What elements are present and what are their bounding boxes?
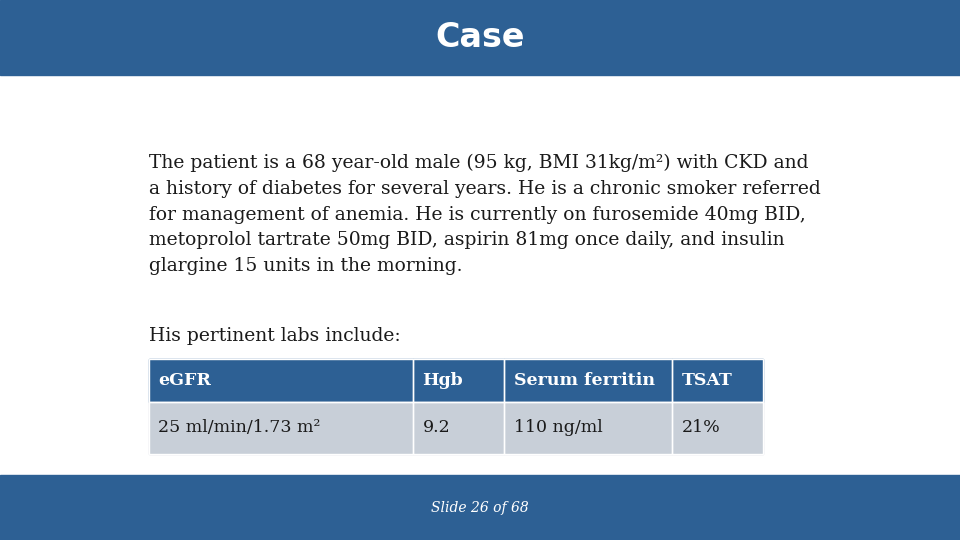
Bar <box>149 402 413 454</box>
Text: Slide 26 of 68: Slide 26 of 68 <box>431 501 529 515</box>
Bar <box>672 402 763 454</box>
Bar <box>504 402 672 454</box>
Text: His pertinent labs include:: His pertinent labs include: <box>149 327 400 345</box>
Bar <box>504 359 672 402</box>
Text: 110 ng/ml: 110 ng/ml <box>514 420 602 436</box>
Text: Serum ferritin: Serum ferritin <box>514 372 655 389</box>
Bar <box>672 402 763 454</box>
Text: The patient is a 68 year-old male (95 kg, BMI 31kg/m²) with CKD and
a history of: The patient is a 68 year-old male (95 kg… <box>149 154 821 275</box>
Text: Hgb: Hgb <box>422 372 463 389</box>
Text: 9.2: 9.2 <box>422 420 450 436</box>
Bar <box>149 402 413 454</box>
Bar <box>672 359 763 402</box>
Bar <box>0 0 960 75</box>
Bar <box>149 359 413 402</box>
Bar <box>504 359 672 402</box>
Bar <box>149 359 413 402</box>
Bar <box>413 359 504 402</box>
Bar <box>413 402 504 454</box>
Text: TSAT: TSAT <box>682 372 732 389</box>
Text: eGFR: eGFR <box>158 372 211 389</box>
Bar <box>413 402 504 454</box>
Bar <box>413 359 504 402</box>
Bar <box>672 359 763 402</box>
Bar <box>504 402 672 454</box>
Text: 21%: 21% <box>682 420 720 436</box>
Bar <box>0 475 960 540</box>
Text: 25 ml/min/1.73 m²: 25 ml/min/1.73 m² <box>158 420 321 436</box>
Text: Case: Case <box>435 21 525 54</box>
